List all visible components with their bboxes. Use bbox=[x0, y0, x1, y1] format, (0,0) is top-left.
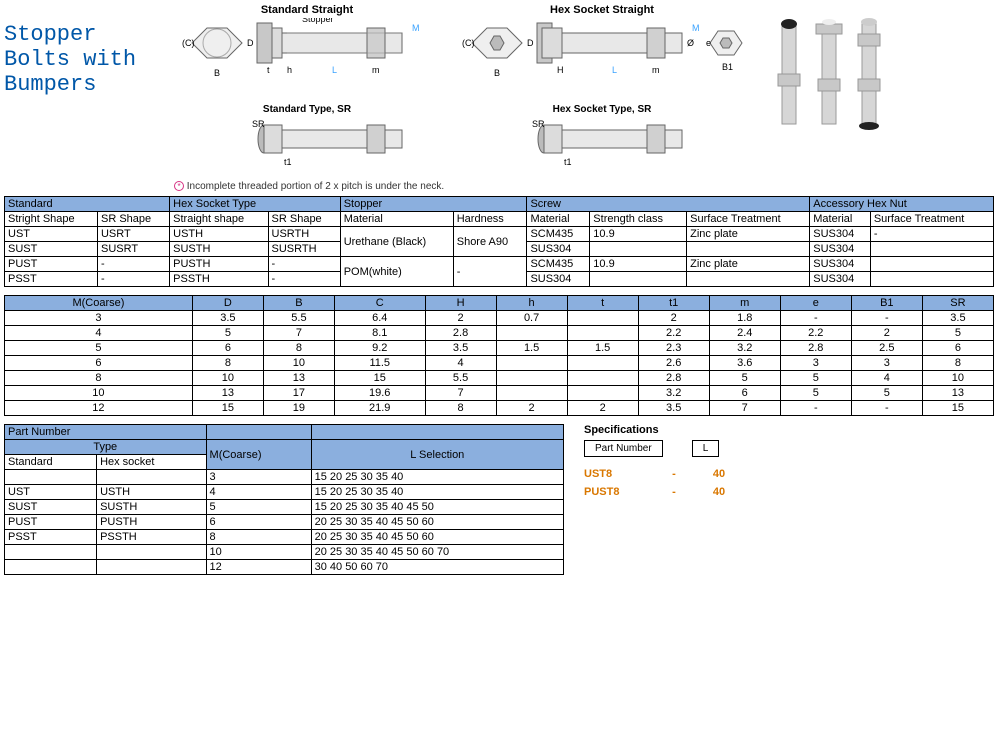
table-row: 1230 40 50 60 70 bbox=[5, 560, 564, 575]
table-row: PUSTPUSTH620 25 30 35 40 45 50 60 bbox=[5, 515, 564, 530]
svg-text:M: M bbox=[412, 23, 420, 33]
diagram-hex: Hex Socket Straight B (C) D H m Ø M L e bbox=[452, 4, 752, 175]
t1-subheader: Material bbox=[810, 212, 871, 227]
t1-subheader: Straight shape bbox=[170, 212, 268, 227]
t3-r3-l: 15 20 25 30 35 40 bbox=[311, 470, 563, 485]
t3-r3-m: 3 bbox=[206, 470, 311, 485]
t1-h-stopper: Stopper bbox=[340, 197, 527, 212]
svg-text:t1: t1 bbox=[284, 157, 292, 167]
table-row: 1020 25 30 35 40 45 50 60 70 bbox=[5, 545, 564, 560]
t3-h-hexsock: Hex socket bbox=[97, 455, 206, 470]
t1-subheader: Strength class bbox=[590, 212, 687, 227]
specs-table: Part Number L bbox=[584, 440, 719, 457]
part-number-table: Part Number Type M(Coarse) L Selection S… bbox=[4, 424, 564, 575]
t1-h-hex: Hex Socket Type bbox=[170, 197, 341, 212]
table-row: USTUSTH415 20 25 30 35 40 bbox=[5, 485, 564, 500]
svg-text:D: D bbox=[527, 38, 534, 48]
t3-h-type: Type bbox=[5, 440, 207, 455]
t1-h-standard: Standard bbox=[5, 197, 170, 212]
specs-h-sep bbox=[662, 441, 692, 457]
table-row: 681011.542.63.6338 bbox=[5, 356, 994, 371]
svg-text:m: m bbox=[652, 65, 660, 75]
product-photo bbox=[762, 4, 902, 175]
svg-text:B1: B1 bbox=[722, 62, 733, 72]
t1-h-screw: Screw bbox=[527, 197, 810, 212]
table-row: 12151921.98223.57--15 bbox=[5, 401, 994, 416]
svg-text:Stopper: Stopper bbox=[302, 18, 334, 24]
svg-std-straight: B (C) Stopper D t h m M L bbox=[172, 18, 442, 103]
label-std-sr: Standard Type, SR bbox=[172, 104, 442, 115]
page-title: Stopper Bolts with Bumpers bbox=[4, 22, 164, 97]
spec-row: UST8-40 bbox=[584, 465, 744, 483]
svg-text:B: B bbox=[214, 68, 220, 78]
svg-text:m: m bbox=[372, 65, 380, 75]
svg-text:L: L bbox=[332, 65, 337, 75]
table-row: SUSTSUSTH515 20 25 30 35 40 45 50 bbox=[5, 500, 564, 515]
svg-text:Ø: Ø bbox=[687, 38, 694, 48]
bottom-section: Part Number Type M(Coarse) L Selection S… bbox=[4, 424, 996, 583]
svg-hex-straight: B (C) D H m Ø M L e B1 bbox=[452, 18, 752, 103]
specs-h-pn: Part Number bbox=[585, 441, 663, 457]
svg-text:B: B bbox=[494, 68, 500, 78]
svg-text:e: e bbox=[706, 38, 711, 48]
svg-std-sr: SR t1 bbox=[172, 117, 442, 172]
technical-diagrams: Standard Straight B (C) Stopper D t h m bbox=[172, 4, 996, 175]
svg-text:D: D bbox=[247, 38, 254, 48]
specs-h-l: L bbox=[692, 441, 719, 457]
t1-subheader: Stright Shape bbox=[5, 212, 98, 227]
diagram-standard: Standard Straight B (C) Stopper D t h m bbox=[172, 4, 442, 175]
svg-text:M: M bbox=[692, 23, 700, 33]
svg-text:(C): (C) bbox=[462, 38, 475, 48]
footnote: * Incomplete threaded portion of 2 x pit… bbox=[174, 181, 996, 192]
table-row: PSSTPSSTH820 25 30 35 40 45 50 60 bbox=[5, 530, 564, 545]
t1-subheader: Material bbox=[340, 212, 453, 227]
t3-h-lsel: L Selection bbox=[311, 440, 563, 470]
note-marker: * bbox=[174, 181, 184, 191]
t1-subheader-row: Stright ShapeSR ShapeStraight shapeSR Sh… bbox=[5, 212, 994, 227]
t2-header-row: M(Coarse)DBCHhtt1meB1SR bbox=[5, 296, 994, 311]
specs-title: Specifications bbox=[584, 424, 744, 436]
t1-subheader: Surface Treatment bbox=[870, 212, 993, 227]
table-row: 4578.12.82.22.42.225 bbox=[5, 326, 994, 341]
header-row: Stopper Bolts with Bumpers Standard Stra… bbox=[4, 4, 996, 175]
svg-text:(C): (C) bbox=[182, 38, 195, 48]
dimensions-table: M(Coarse)DBCHhtt1meB1SR 33.55.56.420.721… bbox=[4, 295, 994, 416]
table-row: 5689.23.51.51.52.33.22.82.56 bbox=[5, 341, 994, 356]
label-hex-straight: Hex Socket Straight bbox=[452, 4, 752, 16]
spec-row: PUST8-40 bbox=[584, 483, 744, 501]
t3-h-std: Standard bbox=[5, 455, 97, 470]
svg-text:SR: SR bbox=[532, 119, 545, 129]
material-table: Standard Hex Socket Type Stopper Screw A… bbox=[4, 196, 994, 287]
t1-subheader: SR Shape bbox=[268, 212, 340, 227]
label-std-straight: Standard Straight bbox=[172, 4, 442, 16]
t1-subheader: SR Shape bbox=[97, 212, 169, 227]
svg-text:H: H bbox=[557, 65, 564, 75]
note-text: Incomplete threaded portion of 2 x pitch… bbox=[187, 181, 444, 192]
specifications-block: Specifications Part Number L UST8-40PUST… bbox=[584, 424, 744, 501]
table-row: 33.55.56.420.721.8--3.5 bbox=[5, 311, 994, 326]
t1-subheader: Hardness bbox=[453, 212, 527, 227]
t3-h-pn: Part Number bbox=[5, 425, 207, 440]
svg-hex-sr: SR t1 bbox=[452, 117, 752, 172]
table-row: 81013155.52.855410 bbox=[5, 371, 994, 386]
label-hex-sr: Hex Socket Type, SR bbox=[452, 104, 752, 115]
svg-text:t: t bbox=[267, 65, 270, 75]
table-row: 10131719.673.265513 bbox=[5, 386, 994, 401]
t1-subheader: Surface Treatment bbox=[687, 212, 810, 227]
t3-h-mcoarse: M(Coarse) bbox=[206, 440, 311, 470]
svg-text:t1: t1 bbox=[564, 157, 572, 167]
t1-h-nut: Accessory Hex Nut bbox=[810, 197, 994, 212]
t1-subheader: Material bbox=[527, 212, 590, 227]
svg-text:h: h bbox=[287, 65, 292, 75]
svg-text:L: L bbox=[612, 65, 617, 75]
svg-text:SR: SR bbox=[252, 119, 265, 129]
